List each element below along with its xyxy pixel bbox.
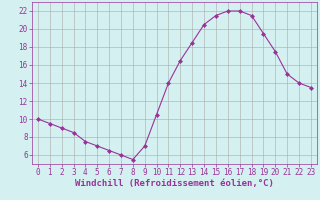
X-axis label: Windchill (Refroidissement éolien,°C): Windchill (Refroidissement éolien,°C) — [75, 179, 274, 188]
